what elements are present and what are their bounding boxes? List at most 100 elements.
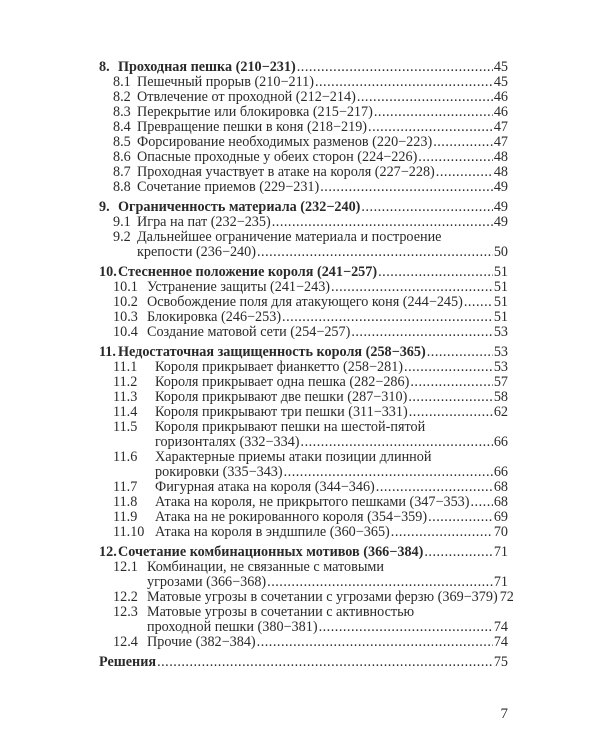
entry-page: 70	[493, 524, 508, 540]
toc-section[interactable]: 11.1 Короля прикрывает фианкетто (258−281…	[99, 360, 508, 375]
entry-title: Короля прикрывают две пешки (287−310)	[155, 389, 408, 405]
entry-title: Короля прикрывают три пешки (311−331)	[155, 404, 408, 420]
entry-page: 69	[493, 509, 508, 525]
toc-section-continued[interactable]: 12.3проходной пешки (380−381)74	[99, 620, 508, 635]
entry-number: 10.2	[113, 294, 138, 310]
dot-leader	[315, 75, 493, 90]
entry-title: Матовые угрозы в сочетании с активностью	[147, 604, 415, 620]
toc-section[interactable]: 12.3 Матовые угрозы в сочетании с активно…	[99, 605, 508, 620]
toc-section[interactable]: 11.10 Атака на короля в эндшпиле (360−365…	[99, 525, 508, 540]
entry-page: 62	[493, 404, 508, 420]
toc-chapter: 11. Недостаточная защищенность короля (25…	[99, 345, 508, 540]
entry-page: 51	[493, 294, 508, 310]
toc-section[interactable]: 11.4 Короля прикрывают три пешки (311−331…	[99, 405, 508, 420]
entry-title: Атака на не рокированного короля (354−35…	[155, 509, 428, 525]
toc-section[interactable]: 8.8 Сочетание приемов (229−231) 49	[99, 180, 508, 195]
entry-title: Проходная пешка (210−231)	[118, 59, 296, 75]
entry-page: 68	[493, 494, 508, 510]
entry-number: 9.1	[113, 214, 131, 230]
dot-leader	[368, 120, 493, 135]
entry-page: 58	[493, 389, 508, 405]
toc-chapter-heading[interactable]: 12. Сочетание комбинационных мотивов (366…	[99, 545, 508, 560]
toc-section[interactable]: 11.9 Атака на не рокированного короля (35…	[99, 510, 508, 525]
entry-number: 11.3	[113, 389, 138, 405]
toc-section[interactable]: 9.1 Игра на пат (232−235) 49	[99, 215, 508, 230]
entry-page: 49	[493, 179, 508, 195]
toc-chapter-heading[interactable]: 8. Проходная пешка (210−231) 45	[99, 60, 508, 75]
toc-section[interactable]: 11.7 Фигурная атака на короля (344−346) 68	[99, 480, 508, 495]
toc-section-continued[interactable]: 11.6рокировки (335−343)66	[99, 465, 508, 480]
entry-page: 72	[499, 589, 514, 605]
dot-leader	[361, 200, 492, 215]
toc-section[interactable]: 10.4 Создание матовой сети (254−257) 53	[99, 325, 508, 340]
toc-section[interactable]: 10.1 Устранение защиты (241−243) 51	[99, 280, 508, 295]
toc-section[interactable]: 11.6 Характерные приемы атаки позиции дли…	[99, 450, 508, 465]
dot-leader	[319, 620, 493, 635]
entry-page: 66	[493, 464, 508, 480]
toc-section[interactable]: 8.3 Перекрытие или блокировка (215−217) 46	[99, 105, 508, 120]
toc-section[interactable]: 11.8 Атака на короля, не прикрытого пешка…	[99, 495, 508, 510]
entry-number: 8.5	[113, 134, 131, 150]
entry-title: рокировки (335−343)	[155, 464, 283, 480]
entry-title: Перекрытие или блокировка (215−217)	[137, 104, 373, 120]
entry-number: 8.1	[113, 74, 131, 90]
entry-number: 11.6	[113, 449, 138, 465]
toc-section[interactable]: 11.2 Короля прикрывает одна пешка (282−28…	[99, 375, 508, 390]
entry-number: 10.3	[113, 309, 138, 325]
entry-number: 12.2	[113, 589, 138, 605]
entry-number: 9.	[99, 199, 110, 215]
entry-page: 75	[493, 654, 508, 670]
toc-chapter-heading[interactable]: 9. Ограниченность материала (232−240) 49	[99, 200, 508, 215]
toc-section[interactable]: 9.2 Дальнейшее ограничение материала и по…	[99, 230, 508, 245]
toc-section[interactable]: 8.6 Опасные проходные у обеих сторон (224…	[99, 150, 508, 165]
toc-section-continued[interactable]: 11.5горизонталях (332−334)66	[99, 435, 508, 450]
toc-chapter: 8. Проходная пешка (210−231) 45 8.1 Пешечный…	[99, 60, 508, 195]
toc-section[interactable]: 8.5 Форсирование необходимых разменов (22…	[99, 135, 508, 150]
toc-section[interactable]: 12.2 Матовые угрозы в сочетании с угрозам…	[99, 589, 514, 605]
dot-leader	[284, 465, 493, 480]
entry-title: Прочие (382−384)	[147, 634, 256, 650]
entry-title: Создание матовой сети (254−257)	[147, 324, 351, 340]
toc-section[interactable]: 10.2 Освобождение поля для атакующего кон…	[99, 295, 508, 310]
entry-number: 11.2	[113, 374, 138, 390]
toc-section[interactable]: 8.7 Проходная участвует в атаке на короля…	[99, 165, 508, 180]
entry-number: 11.5	[113, 419, 138, 435]
entry-title: Комбинации, не связанные с матовыми	[147, 559, 384, 575]
entry-title: Отвлечение от проходной (212−214)	[137, 89, 356, 105]
toc-section[interactable]: 12.4 Прочие (382−384) 74	[99, 635, 508, 650]
toc-chapter-heading[interactable]: 10. Стесненное положение короля (241−257)…	[99, 265, 508, 280]
entry-page: 51	[493, 309, 508, 325]
entry-title: Недостаточная защищенность короля (258−3…	[118, 344, 426, 360]
page-number: 7	[500, 706, 509, 722]
toc-section[interactable]: 11.3 Короля прикрывают две пешки (287−310…	[99, 390, 508, 405]
entry-number: 12.3	[113, 604, 138, 620]
entry-number: 9.2	[113, 229, 131, 245]
toc-section[interactable]: 8.2 Отвлечение от проходной (212−214) 46	[99, 90, 508, 105]
entry-page: 71	[493, 574, 508, 590]
entry-number: 10.	[99, 264, 117, 280]
toc-section[interactable]: 12.1 Комбинации, не связанные с матовыми	[99, 560, 508, 575]
entry-title: Проходная участвует в атаке на короля (2…	[137, 164, 435, 180]
entry-number: 12.1	[113, 559, 138, 575]
toc-entry-solutions[interactable]: Решения 75	[99, 655, 508, 670]
dot-leader	[409, 405, 493, 420]
entry-title: Характерные приемы атаки позиции длинной	[155, 449, 432, 465]
entry-page: 57	[493, 374, 508, 390]
entry-page: 49	[493, 199, 508, 215]
toc-section-continued[interactable]: 12.1угрозами (366−368)71	[99, 575, 508, 590]
dot-leader	[464, 295, 493, 310]
dot-leader	[357, 90, 493, 105]
toc-section-continued[interactable]: 9.2крепости (236−240)50	[99, 245, 508, 260]
entry-title: Блокировка (246−253)	[147, 309, 282, 325]
entry-number: 10.1	[113, 279, 138, 295]
entry-page: 45	[493, 74, 508, 90]
dot-leader	[404, 360, 493, 375]
dot-leader	[424, 545, 492, 560]
entry-number: 8.3	[113, 104, 131, 120]
toc-section[interactable]: 10.3 Блокировка (246−253) 51	[99, 310, 508, 325]
toc-section[interactable]: 8.1 Пешечный прорыв (210−211) 45	[99, 75, 508, 90]
toc-chapter: 9.Ограниченность материала (232−240)499.…	[99, 200, 508, 260]
toc-section[interactable]: 8.4 Превращение пешки в коня (218−219) 47	[99, 120, 508, 135]
toc-section[interactable]: 11.5 Короля прикрывают пешки на шестой-пя…	[99, 420, 508, 435]
toc-chapter-heading[interactable]: 11. Недостаточная защищенность короля (25…	[99, 345, 508, 360]
